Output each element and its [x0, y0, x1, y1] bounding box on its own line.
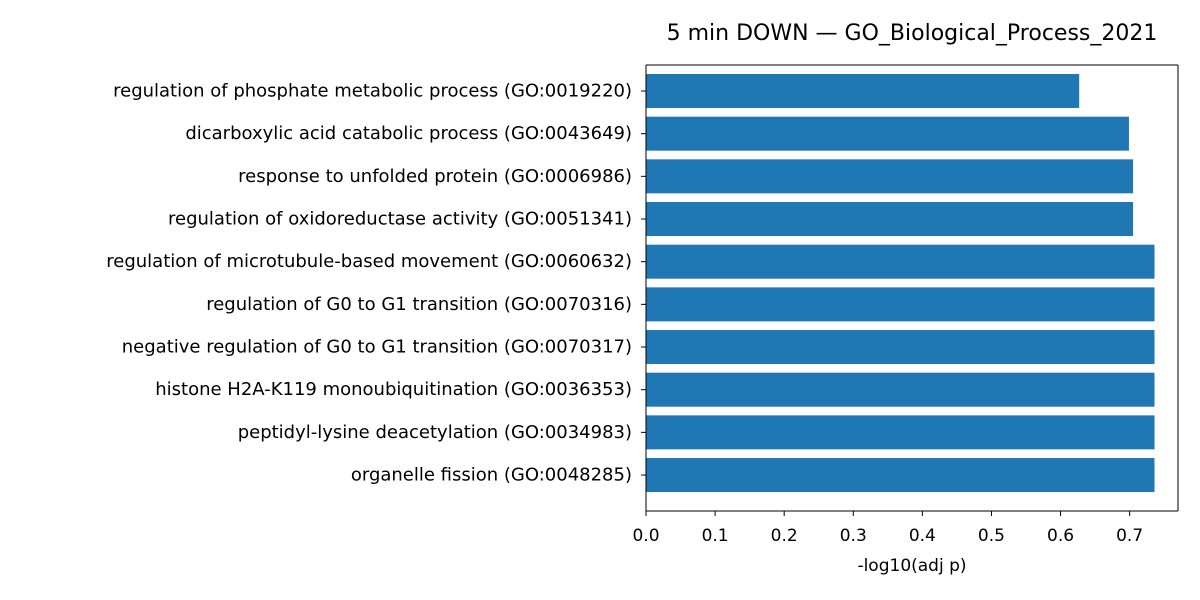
chart-title: 5 min DOWN — GO_Biological_Process_2021	[667, 21, 1158, 46]
x-axis-ticks: 0.0 0.1 0.2 0.3 0.4 0.5 0.6 0.7	[632, 511, 1143, 546]
y-tick-label: dicarboxylic acid catabolic process (GO:…	[185, 123, 632, 144]
bar	[646, 202, 1134, 237]
x-axis-label: -log10(adj p)	[857, 556, 966, 576]
y-tick-label: peptidyl-lysine deacetylation (GO:003498…	[238, 422, 632, 443]
x-tick-label: 0.5	[978, 526, 1005, 546]
bar	[646, 244, 1155, 279]
y-tick-label: regulation of G0 to G1 transition (GO:00…	[206, 294, 632, 315]
x-tick-label: 0.3	[840, 526, 867, 546]
bar	[646, 330, 1155, 365]
bar	[646, 415, 1155, 450]
bar	[646, 458, 1155, 493]
x-tick-label: 0.4	[909, 526, 936, 546]
y-tick-label: regulation of phosphate metabolic proces…	[113, 81, 632, 102]
x-tick-label: 0.1	[702, 526, 729, 546]
y-tick-label: negative regulation of G0 to G1 transiti…	[122, 337, 632, 358]
y-tick-label: regulation of microtubule-based movement…	[106, 251, 632, 272]
y-tick-label: organelle fission (GO:0048285)	[351, 465, 632, 486]
y-axis-ticks: regulation of phosphate metabolic proces…	[106, 81, 646, 486]
bar	[646, 116, 1129, 151]
x-tick-label: 0.7	[1116, 526, 1143, 546]
x-tick-label: 0.0	[632, 526, 659, 546]
x-tick-label: 0.2	[771, 526, 798, 546]
x-tick-label: 0.6	[1047, 526, 1074, 546]
y-tick-label: histone H2A-K119 monoubiquitination (GO:…	[155, 379, 632, 400]
bars-group	[646, 74, 1155, 493]
bar	[646, 287, 1155, 322]
bar	[646, 159, 1134, 194]
bar	[646, 372, 1155, 407]
bar	[646, 74, 1080, 108]
axes-frame	[645, 64, 1179, 512]
y-tick-label: response to unfolded protein (GO:0006986…	[238, 166, 632, 187]
y-tick-label: regulation of oxidoreductase activity (G…	[168, 209, 632, 230]
